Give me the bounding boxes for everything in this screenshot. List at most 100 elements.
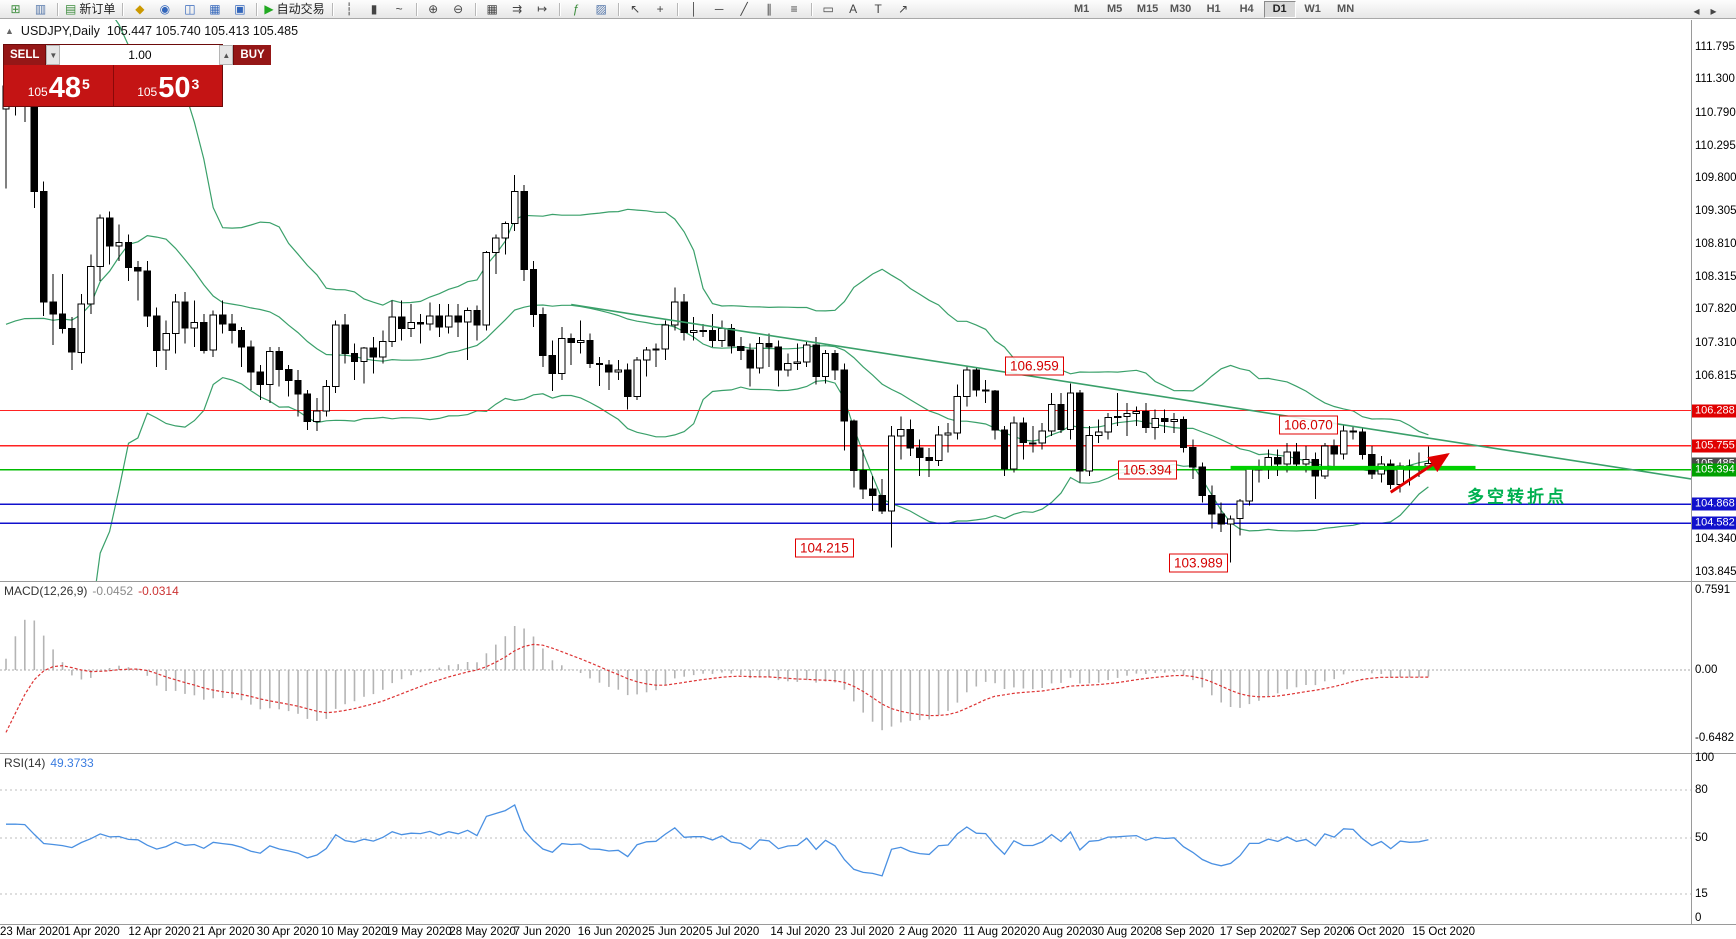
toolbar-separator [558,2,560,16]
trendline-button[interactable]: ╱ [732,0,757,19]
timeframe-m5-button[interactable]: M5 [1106,3,1123,15]
arrow-objects-button[interactable]: ↗ [891,0,916,19]
price-tick-107.820: 107.820 [1695,303,1736,316]
date-label-22: 15 Oct 2020 [1412,926,1476,938]
rsi-indicator-chart[interactable] [0,754,1691,924]
line-chart-mode-icon: ~ [395,2,403,16]
toolbar-overflow-left-button[interactable]: ◂ [1693,3,1700,18]
price-chart[interactable] [0,20,1691,582]
horizontal-line-button[interactable]: ─ [707,0,732,19]
terminal-button[interactable]: ▣ [227,0,252,19]
auto-trading-icon: ▶ [264,2,274,16]
price-axis[interactable]: 111.795 111.300 110.790 110.295 109.800 109.3… [1692,0,1736,939]
terminal-icon: ▣ [234,2,246,16]
price-divider [112,65,114,106]
fibonacci-retracement-icon: ≡ [790,2,798,16]
price-tick-111.300: 111.300 [1695,73,1735,86]
date-label-4: 30 Apr 2020 [256,926,319,938]
new-chart-button[interactable]: ⊞ [3,0,28,19]
auto-trading-button[interactable]: ▶ 自动交易 [261,0,327,19]
bollinger-upper-band [115,20,1429,436]
chart-profiles-button[interactable]: ▥ [28,0,53,19]
price-tag-106.288: 106.288 [1692,404,1736,417]
rsi-label: RSI(14) 49.3733 [4,756,94,770]
cursor-button[interactable]: ↖ [623,0,648,19]
date-label-18: 8 Sep 2020 [1155,926,1215,938]
macd-rsi-separator[interactable] [0,753,1736,754]
price-tag-105.755: 105.755 [1692,439,1736,453]
price-tick-111.795: 111.795 [1695,40,1735,53]
chart-macd-separator[interactable] [0,581,1736,582]
equidistant-channel-icon: ∥ [766,2,773,16]
auto-scroll-button[interactable]: ⇉ [505,0,530,19]
timeframe-m30-button[interactable]: M30 [1169,3,1192,15]
timeframe-toolbar: M1 M5 M15 M30 H1 H4 D1 W1 MN [1066,0,1362,18]
new-order-button[interactable]: ▤ 新订单 [62,0,118,19]
macd-indicator-chart[interactable] [0,582,1691,753]
crosshair-button[interactable]: + [648,0,673,19]
rsi-name: RSI(14) [4,756,46,770]
buy-price[interactable]: 105 50 3 [114,65,223,106]
toolbar-separator [474,2,476,16]
arrow-objects-icon: ↗ [898,2,909,16]
toolbar-overflow-right-button[interactable]: ▸ [1710,3,1717,18]
fibonacci-retracement-button[interactable]: ≡ [782,0,807,19]
price-tag-104.868: 104.868 [1692,497,1736,511]
buy-button[interactable]: BUY [233,45,271,65]
timeframe-h4-button[interactable]: H4 [1239,3,1254,15]
vertical-line-button[interactable]: │ [682,0,707,19]
timeframe-w1-button[interactable]: W1 [1304,3,1321,15]
timeframe-m15-button[interactable]: M15 [1136,3,1159,15]
toolbar-separator [676,2,678,16]
tile-windows-button[interactable]: ▦ [480,0,505,19]
data-window-button[interactable]: ◫ [177,0,202,19]
collapse-trade-panel-icon[interactable]: ▲ [5,26,14,36]
sell-button[interactable]: SELL [4,45,47,65]
bar-chart-mode-button[interactable]: ┆ [337,0,362,19]
timeframe-d1-button[interactable]: D1 [1263,0,1296,18]
date-label-9: 16 Jun 2020 [577,926,642,938]
new-order-label: 新订单 [79,2,116,16]
date-axis[interactable]: 23 Mar 2020 1 Apr 2020 12 Apr 2020 21 Apr 2… [0,925,1736,939]
candlestick-mode-button[interactable]: ▮ [362,0,387,19]
price-tick-104.340: 104.340 [1695,533,1736,546]
market-watch-icon: ◉ [159,2,171,16]
timeframe-mn-button[interactable]: MN [1337,3,1355,15]
chart-shift-button[interactable]: ↦ [530,0,555,19]
bullish-arrow[interactable] [1389,453,1450,494]
equidistant-channel-button[interactable]: ∥ [757,0,782,19]
text-label-button[interactable]: T [866,0,891,19]
price-tick-103.845: 103.845 [1695,566,1736,578]
shapes-button[interactable]: ▭ [816,0,841,19]
bollinger-middle-band [5,234,1429,472]
volume-input[interactable] [60,45,220,65]
new-order-icon: ▤ [65,2,77,16]
date-label-7: 28 May 2020 [449,926,516,938]
date-label-1: 1 Apr 2020 [64,926,120,938]
toolbar-separator [617,2,619,16]
horizontal-line-icon: ─ [714,2,724,16]
chart-symbol-label: USDJPY,Daily [20,24,100,38]
metaeditor-button[interactable]: ◆ [127,0,152,19]
market-watch-button[interactable]: ◉ [152,0,177,19]
price-tick-106.815: 106.815 [1695,369,1736,382]
price-tick-108.315: 108.315 [1695,270,1736,283]
templates-icon: ▨ [595,2,607,16]
indicators-button[interactable]: ƒ [564,0,589,19]
navigator-button[interactable]: ▦ [202,0,227,19]
timeframe-h1-button[interactable]: H1 [1206,3,1221,15]
sell-price[interactable]: 105 48 5 [4,65,113,106]
sell-price-sup: 5 [82,76,90,92]
text-button[interactable]: A [841,0,866,19]
text-label-icon: T [874,2,882,16]
auto-scroll-icon: ⇉ [512,2,523,16]
volume-increase-button[interactable]: ▲ [219,45,234,65]
zoom-out-button[interactable]: ⊖ [446,0,471,19]
descending-trendline[interactable] [571,303,1691,480]
toolbar-separator [415,2,417,16]
timeframe-m1-button[interactable]: M1 [1073,3,1090,15]
templates-button[interactable]: ▨ [589,0,614,19]
zoom-in-button[interactable]: ⊕ [421,0,446,19]
volume-decrease-button[interactable]: ▼ [46,45,61,65]
line-chart-mode-button[interactable]: ~ [387,0,412,19]
